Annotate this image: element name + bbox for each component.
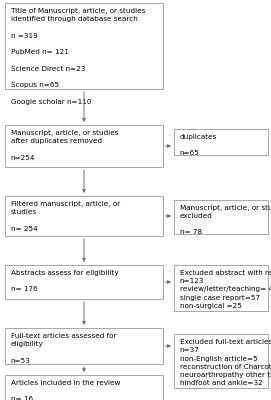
FancyBboxPatch shape <box>174 265 267 311</box>
FancyBboxPatch shape <box>5 3 163 89</box>
Text: Articles included in the review

n= 16: Articles included in the review n= 16 <box>11 380 120 400</box>
FancyBboxPatch shape <box>5 375 163 400</box>
FancyBboxPatch shape <box>174 334 267 388</box>
FancyBboxPatch shape <box>174 129 267 155</box>
Text: Filtered manuscript, article, or
studies

n= 254: Filtered manuscript, article, or studies… <box>11 201 120 232</box>
Text: Manuscript, article, or studies
excluded

n= 78: Manuscript, article, or studies excluded… <box>179 204 271 235</box>
Text: Excluded full-text articles
n=37
non-English article=5
reconstruction of Charcot: Excluded full-text articles n=37 non-Eng… <box>179 339 271 386</box>
FancyBboxPatch shape <box>5 125 163 167</box>
FancyBboxPatch shape <box>5 196 163 236</box>
Text: duplicates

n=65: duplicates n=65 <box>179 134 217 156</box>
Text: Excluded abstract with reasons
n=123
review/letter/teaching= 41
single case repo: Excluded abstract with reasons n=123 rev… <box>179 270 271 309</box>
Text: Title of Manuscript, article, or studies
identified through database search

n =: Title of Manuscript, article, or studies… <box>11 8 145 104</box>
Text: Abstracts assess for eligibility

n= 176: Abstracts assess for eligibility n= 176 <box>11 270 118 292</box>
FancyBboxPatch shape <box>5 265 163 299</box>
Text: Full-text articles assessed for
eligibility

n=53: Full-text articles assessed for eligibil… <box>11 333 116 364</box>
FancyBboxPatch shape <box>174 200 267 234</box>
FancyBboxPatch shape <box>5 328 163 364</box>
Text: Manuscript, article, or studies
after duplicates removed

n=254: Manuscript, article, or studies after du… <box>11 130 118 160</box>
